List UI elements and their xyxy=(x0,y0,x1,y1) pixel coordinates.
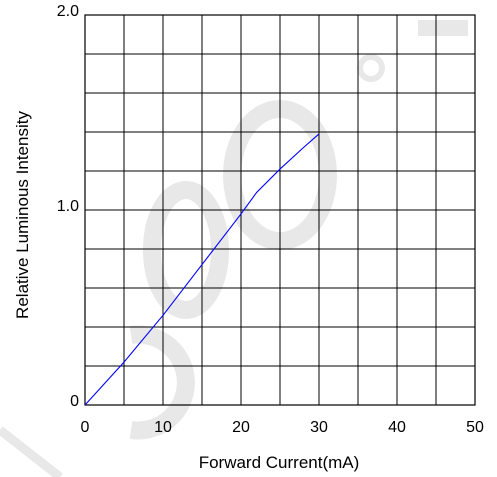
x-axis-label: Forward Current(mA) xyxy=(199,453,360,472)
series-layer xyxy=(84,133,320,406)
y-tick-labels: 0 1.0 2.0 xyxy=(57,3,79,410)
plot-border xyxy=(84,14,476,406)
grid xyxy=(85,15,475,405)
series-line xyxy=(84,133,320,406)
x-tick-label: 20 xyxy=(232,419,250,436)
x-tick-label: 0 xyxy=(81,419,90,436)
x-tick-label: 10 xyxy=(154,419,172,436)
plot-frame xyxy=(84,14,476,406)
x-tick-label: 30 xyxy=(310,419,328,436)
y-axis-label: Relative Luminous Intensity xyxy=(13,111,32,319)
watermark-dot xyxy=(357,54,385,82)
watermark-letter-c xyxy=(129,325,195,440)
x-tick-label: 40 xyxy=(388,419,406,436)
y-tick-label: 2.0 xyxy=(57,3,79,20)
y-tick-label: 0 xyxy=(70,393,79,410)
y-tick-label: 1.0 xyxy=(57,198,79,215)
x-tick-labels: 0 10 20 30 40 50 xyxy=(81,419,484,436)
watermark-letter-o-left xyxy=(143,181,229,319)
x-tick-label: 50 xyxy=(466,419,484,436)
